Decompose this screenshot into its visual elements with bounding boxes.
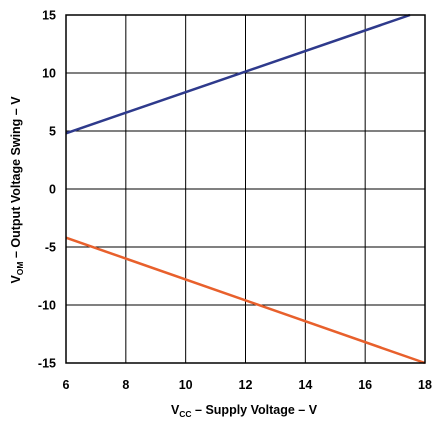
series-line-1 bbox=[65, 13, 411, 135]
x-tick-label: 18 bbox=[418, 378, 432, 392]
x-tick-label: 16 bbox=[358, 378, 372, 392]
series-lines bbox=[65, 13, 426, 365]
x-tick-label: 8 bbox=[122, 378, 129, 392]
y-axis-label: VOM – Output Voltage Swing – V bbox=[9, 96, 25, 284]
y-tick-label: 0 bbox=[49, 183, 56, 197]
x-tick-label: 6 bbox=[63, 378, 70, 392]
y-tick-label: -5 bbox=[45, 241, 56, 255]
y-tick-label: 15 bbox=[42, 9, 56, 23]
y-tick-label: -15 bbox=[38, 357, 56, 371]
series-line-2 bbox=[65, 236, 426, 365]
y-tick-label: -10 bbox=[38, 299, 56, 313]
y-tick-labels: 15 10 5 0 -5 -10 -15 bbox=[38, 9, 56, 371]
x-tick-label: 10 bbox=[179, 378, 193, 392]
x-axis-label: VCC – Supply Voltage – V bbox=[171, 403, 318, 419]
y-tick-label: 5 bbox=[49, 125, 56, 139]
plot-frame bbox=[65, 14, 426, 364]
x-tick-label: 12 bbox=[239, 378, 253, 392]
grid bbox=[65, 14, 426, 364]
x-tick-labels: 6 8 10 12 14 16 18 bbox=[63, 378, 432, 392]
x-tick-label: 14 bbox=[298, 378, 312, 392]
y-tick-label: 10 bbox=[42, 67, 56, 81]
